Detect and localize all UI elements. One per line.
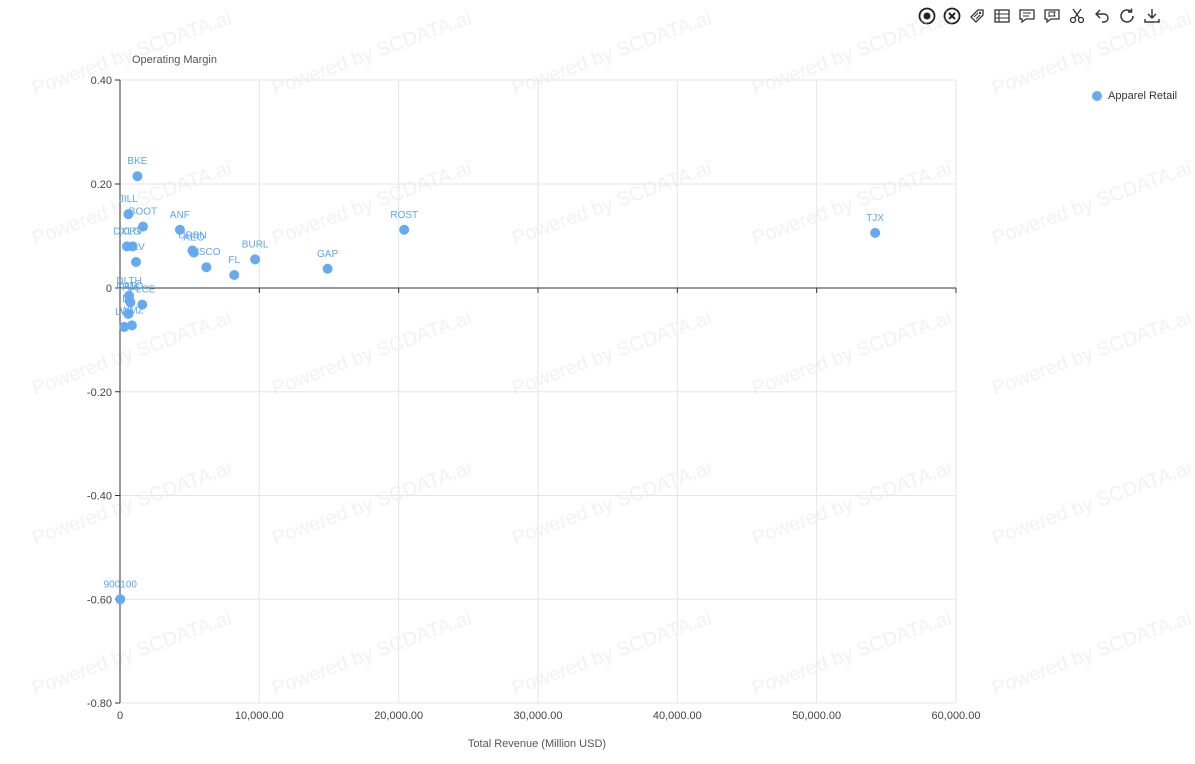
scatter-point[interactable] bbox=[870, 227, 881, 238]
point-label: BOOT bbox=[129, 207, 157, 218]
point-label: BURL bbox=[242, 239, 269, 250]
watermark-text: Powered by SCDATA.ai bbox=[989, 307, 1194, 400]
scatter-point[interactable] bbox=[137, 221, 148, 232]
watermark-text: Powered by SCDATA.ai bbox=[509, 7, 714, 100]
point-label: LVV bbox=[115, 307, 133, 318]
refresh-icon[interactable] bbox=[1116, 5, 1137, 26]
point-label: 900100 bbox=[104, 579, 138, 590]
y-tick-label: 0.40 bbox=[91, 75, 112, 87]
point-label: AEO bbox=[183, 233, 204, 244]
y-tick-label: 0 bbox=[106, 283, 112, 295]
point-label: DLTH bbox=[116, 276, 141, 287]
record-icon[interactable] bbox=[916, 5, 937, 26]
point-label: JILL bbox=[119, 194, 138, 205]
point-label: LE bbox=[122, 294, 135, 305]
point-label: TCS bbox=[120, 283, 140, 294]
point-label: ANF bbox=[170, 210, 190, 221]
point-label: PLCE bbox=[129, 285, 155, 296]
scatter-point[interactable] bbox=[123, 308, 134, 319]
watermark-text: Powered by SCDATA.ai bbox=[749, 7, 954, 100]
watermark-text: Powered by SCDATA.ai bbox=[749, 307, 954, 400]
watermark-text: Powered by SCDATA.ai bbox=[989, 457, 1194, 550]
watermark-text: Powered by SCDATA.ai bbox=[29, 607, 234, 700]
axes: 0.40 0.20 0 -0.20 -0.40 -0.60 -0.80 0 10,000.00 2… bbox=[87, 75, 981, 722]
point-label: FL bbox=[228, 255, 240, 266]
y-axis-name: Operating Margin bbox=[132, 54, 217, 66]
table-icon[interactable] bbox=[991, 5, 1012, 26]
close-circle-icon[interactable] bbox=[941, 5, 962, 26]
x-tick-label: 10,000.00 bbox=[235, 710, 284, 722]
scatter-point[interactable] bbox=[174, 224, 185, 235]
watermark-text: Powered by SCDATA.ai bbox=[749, 607, 954, 700]
watermark-text: Powered by SCDATA.ai bbox=[269, 307, 474, 400]
undo-icon[interactable] bbox=[1091, 5, 1112, 26]
watermark-text: Powered by SCDATA.ai bbox=[989, 607, 1194, 700]
legend-item-apparel-retail[interactable]: Apparel Retail bbox=[1092, 90, 1177, 102]
y-tick-label: -0.60 bbox=[87, 594, 112, 606]
point-label: VSCO bbox=[192, 247, 221, 258]
point-label: GAP bbox=[317, 249, 338, 260]
watermark-text: Powered by SCDATA.ai bbox=[269, 457, 474, 550]
watermark-text: Powered by SCDATA.ai bbox=[29, 457, 234, 550]
point-label: TLV bbox=[127, 242, 145, 253]
watermark-text: Powered by SCDATA.ai bbox=[509, 157, 714, 250]
toolbox bbox=[916, 5, 1162, 26]
scatter-point[interactable] bbox=[131, 257, 142, 267]
watermark-text: Powered by SCDATA.ai bbox=[749, 457, 954, 550]
legend-marker bbox=[1092, 91, 1102, 101]
scatter-point[interactable] bbox=[322, 263, 333, 274]
scatter-point[interactable] bbox=[250, 254, 261, 265]
scatter-point[interactable] bbox=[132, 171, 143, 182]
scatter-point[interactable] bbox=[123, 209, 134, 220]
y-tick-label: -0.40 bbox=[87, 491, 112, 503]
y-tick-label: 0.20 bbox=[91, 179, 112, 191]
watermark-text: Powered by SCDATA.ai bbox=[509, 607, 714, 700]
scatter-point[interactable] bbox=[126, 320, 137, 331]
watermark-text: Powered by SCDATA.ai bbox=[509, 457, 714, 550]
point-label: CATO bbox=[116, 281, 143, 292]
scatter-point[interactable] bbox=[125, 297, 136, 308]
flag-icon[interactable] bbox=[1041, 5, 1062, 26]
x-tick-label: 50,000.00 bbox=[792, 710, 841, 722]
x-tick-label: 60,000.00 bbox=[932, 710, 981, 722]
scissors-icon[interactable] bbox=[1066, 5, 1087, 26]
scatter-point[interactable] bbox=[115, 594, 126, 605]
x-tick-label: 20,000.00 bbox=[374, 710, 423, 722]
point-label: DXLG bbox=[113, 226, 140, 237]
point-label: URBN bbox=[178, 231, 206, 242]
watermark-text: Powered by SCDATA.ai bbox=[749, 157, 954, 250]
x-tick-label: 0 bbox=[117, 710, 123, 722]
watermark-text: Powered by SCDATA.ai bbox=[269, 7, 474, 100]
x-tick-label: 40,000.00 bbox=[653, 710, 702, 722]
scatter-point[interactable] bbox=[399, 224, 410, 235]
scatter-point[interactable] bbox=[119, 321, 130, 332]
point-label: TJX bbox=[866, 213, 884, 224]
watermark-text: Powered by SCDATA.ai bbox=[989, 7, 1194, 100]
grid-lines bbox=[119, 79, 957, 704]
x-axis-name: Total Revenue (Million USD) bbox=[468, 738, 606, 750]
point-label: WMZ bbox=[120, 305, 144, 316]
watermark-text: Powered by SCDATA.ai bbox=[989, 157, 1194, 250]
watermark-text: Powered by SCDATA.ai bbox=[269, 157, 474, 250]
scatter-point[interactable] bbox=[137, 299, 148, 310]
scatter-point[interactable] bbox=[127, 241, 138, 252]
scatter-point[interactable] bbox=[201, 262, 212, 273]
point-label: BKE bbox=[127, 156, 147, 167]
point-label: CRV bbox=[122, 226, 143, 237]
watermark-text: Powered by SCDATA.ai bbox=[509, 307, 714, 400]
point-label: ROST bbox=[390, 210, 418, 221]
scatter-point[interactable] bbox=[229, 270, 240, 280]
watermark-layer: Powered by SCDATA.ai Powered by SCDATA.ai… bbox=[29, 7, 1194, 700]
legend-label: Apparel Retail bbox=[1108, 90, 1178, 102]
comment-icon[interactable] bbox=[1016, 5, 1037, 26]
x-tick-label: 30,000.00 bbox=[514, 710, 563, 722]
scatter-point[interactable] bbox=[188, 247, 199, 258]
download-icon[interactable] bbox=[1141, 5, 1162, 26]
tag-icon[interactable] bbox=[966, 5, 987, 26]
y-tick-label: -0.20 bbox=[87, 387, 112, 399]
y-tick-label: -0.80 bbox=[87, 698, 112, 710]
watermark-text: Powered by SCDATA.ai bbox=[269, 607, 474, 700]
